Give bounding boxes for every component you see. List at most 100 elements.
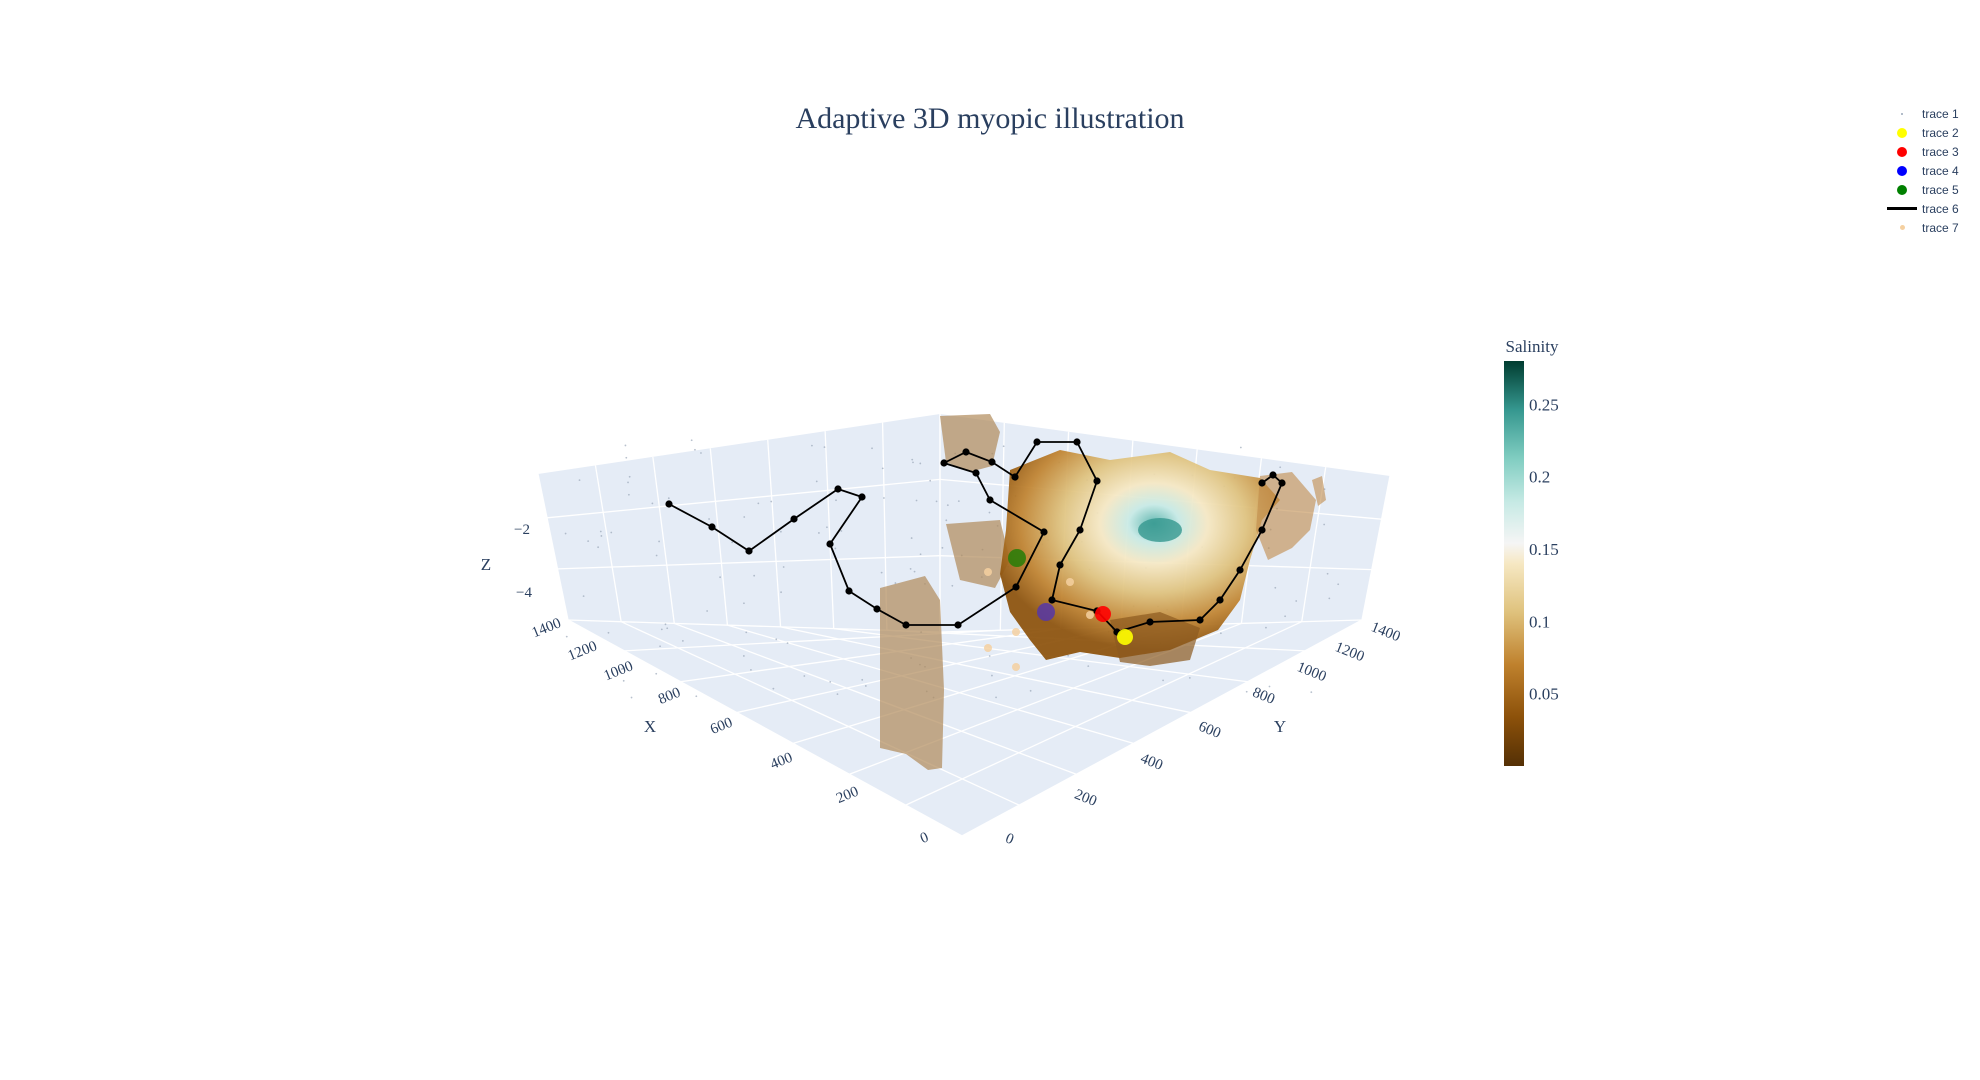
grid-line [680, 627, 1061, 683]
trace-1-point [880, 571, 883, 574]
trace-6-marker [1073, 438, 1081, 446]
trace-1-point [622, 679, 625, 682]
x-tick-label: 0 [918, 829, 931, 847]
trace-1-point [951, 584, 954, 587]
trace-1-point [1029, 689, 1032, 692]
legend-item-trace-2[interactable]: trace 2 [1884, 123, 1980, 142]
trace-1-point [1274, 586, 1277, 589]
trace-1-point [745, 631, 748, 634]
trace-1-point [909, 568, 912, 570]
trace-1-point [770, 500, 773, 503]
grid-line [594, 465, 622, 622]
legend-swatch [1884, 104, 1920, 123]
trace-1-point [829, 680, 832, 683]
trace-7-point [1012, 628, 1020, 636]
legend-swatch [1884, 218, 1920, 237]
trace-1-point [929, 479, 932, 482]
legend-swatch [1884, 199, 1920, 218]
trace-1-point [565, 635, 568, 638]
trace-1-point [946, 504, 949, 507]
trace-6-marker [845, 587, 853, 595]
trace-1-point [750, 668, 752, 671]
legend-item-trace-1[interactable]: trace 1 [1884, 104, 1980, 123]
trace-6-marker [1146, 618, 1154, 626]
trace-6-marker [665, 500, 673, 508]
y-tick-label: 400 [1138, 751, 1165, 774]
trace-6-marker [1012, 583, 1020, 591]
trace-6-marker [1040, 528, 1048, 536]
trace-1-point [1188, 676, 1191, 679]
surface-right-spike [1312, 476, 1326, 506]
y-tick-label: 200 [1072, 787, 1099, 810]
legend-swatch [1884, 161, 1920, 180]
grid-line [674, 622, 1077, 775]
colorbar-tick-label: 0.1 [1529, 612, 1550, 631]
trace-1-point [660, 628, 663, 631]
legend-label: trace 2 [1922, 125, 1959, 140]
grid-line [961, 619, 1363, 837]
colorbar-title: Salinity [1506, 337, 1559, 356]
grid-line [780, 626, 1191, 714]
surface-lower-lobe [1110, 612, 1200, 666]
legend-item-trace-6[interactable]: trace 6 [1884, 199, 1980, 218]
trace-1-point [782, 566, 785, 568]
trace-1-point [666, 627, 669, 630]
isosurface [880, 414, 1326, 770]
colorbar-tick-label: 0.25 [1529, 395, 1559, 414]
trace-1-point [1328, 597, 1331, 600]
trace-6-marker [1048, 596, 1056, 604]
legend-item-trace-4[interactable]: trace 4 [1884, 161, 1980, 180]
trace-1-point [894, 582, 897, 584]
y-tick-label: 600 [1196, 719, 1223, 742]
trace-6-marker [1278, 479, 1286, 487]
trace-1-point [915, 499, 918, 502]
trace-7-point [984, 644, 992, 652]
trace-1-point [743, 516, 746, 518]
y-tick-label: 0 [1003, 830, 1016, 848]
trace-1-point [627, 493, 630, 496]
grid-line [620, 621, 1020, 806]
trace-1-point [600, 535, 603, 537]
trace-1-point [1245, 690, 1248, 693]
legend-label: trace 4 [1922, 163, 1959, 178]
trace-1-point [651, 502, 654, 505]
trace-7-point [1066, 578, 1074, 586]
trace-1-point [564, 532, 567, 535]
trace-2-marker [1117, 629, 1133, 645]
legend-item-trace-7[interactable]: trace 7 [1884, 218, 1980, 237]
legend-label: trace 6 [1922, 201, 1959, 216]
surface-main [1000, 450, 1280, 660]
colorbar-tick-label: 0.05 [1529, 685, 1559, 704]
trace-1-point [995, 696, 997, 699]
trace-1-point [1219, 632, 1222, 635]
trace-1-point [708, 518, 710, 520]
trace-1-point [988, 511, 991, 514]
trace-6-marker [858, 493, 866, 501]
trace-1-point [664, 623, 667, 626]
trace-1-point [1310, 691, 1313, 694]
trace-1-point [628, 475, 631, 478]
legend-item-trace-3[interactable]: trace 3 [1884, 142, 1980, 161]
trace-1-point [864, 685, 867, 687]
trace-6-marker [745, 547, 753, 555]
highlight-markers [1008, 549, 1133, 645]
trace-1-point [811, 444, 813, 447]
trace-1-point [941, 546, 944, 549]
grid-line [1361, 475, 1391, 621]
legend-item-trace-5[interactable]: trace 5 [1884, 180, 1980, 199]
trace-4-marker [1037, 603, 1055, 621]
trace-5-marker [1008, 549, 1026, 567]
trace-1-point [627, 481, 629, 484]
legend-label: trace 7 [1922, 220, 1959, 235]
x-tick-label: 400 [768, 750, 795, 773]
surface-right-fringe [1256, 472, 1316, 560]
trace-1-point [1268, 685, 1271, 688]
trace-6-marker [902, 621, 910, 629]
y-tick-label: 800 [1250, 685, 1277, 708]
trace-6-marker [1216, 596, 1224, 604]
trace-6-marker [1033, 438, 1041, 446]
y-axis-title: Y [1274, 717, 1286, 736]
grid-line [567, 619, 941, 633]
surface-mid-left [946, 520, 1010, 588]
trace-1-point [1300, 662, 1303, 665]
